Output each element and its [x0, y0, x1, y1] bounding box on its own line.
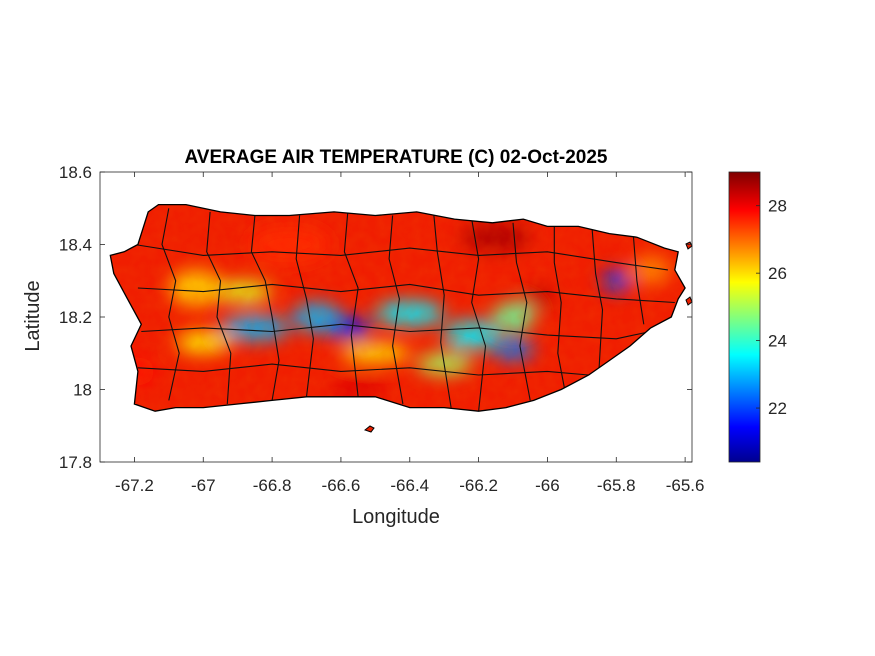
x-axis-label: Longitude — [352, 506, 440, 528]
municipality-boundary — [141, 323, 651, 340]
municipality-boundary — [134, 243, 668, 271]
y-tick-label: 18 — [73, 381, 92, 400]
municipality-boundary — [553, 226, 566, 390]
colorbar-tick-label: 22 — [768, 399, 787, 418]
chart-title: AVERAGE AIR TEMPERATURE (C) 02-Oct-2025 — [185, 147, 608, 168]
x-tick-label: -66 — [535, 476, 560, 495]
x-tick-label: -67.2 — [115, 476, 154, 495]
y-axis-ticks: 17.8 18 18.2 18.4 18.6 — [59, 163, 692, 472]
municipality-boundary — [591, 229, 604, 368]
x-tick-label: -65.8 — [597, 476, 636, 495]
x-axis-ticks: -67.2 -67 -66.8 -66.6 -66.4 -66.2 -66 -65.8 -65.… — [115, 172, 704, 495]
colorbar-tick-label: 24 — [768, 332, 787, 351]
y-tick-label: 17.8 — [59, 453, 92, 472]
municipality-boundary — [512, 222, 531, 401]
y-axis-label: Latitude — [22, 280, 44, 351]
x-tick-label: -66.2 — [459, 476, 498, 495]
municipality-boundary — [295, 215, 314, 397]
municipality-boundary — [632, 237, 645, 325]
x-tick-label: -66.8 — [253, 476, 292, 495]
municipality-boundary — [433, 215, 452, 408]
small-island-caja-de-muertos — [363, 425, 375, 433]
municipality-boundary — [137, 363, 589, 376]
y-tick-label: 18.4 — [59, 236, 92, 255]
x-tick-label: -65.6 — [666, 476, 705, 495]
colorbar — [728, 171, 761, 463]
municipality-boundary — [137, 283, 675, 304]
municipality-boundary — [206, 211, 232, 405]
y-tick-label: 18.6 — [59, 163, 92, 182]
x-tick-label: -67 — [191, 476, 216, 495]
municipality-boundary — [343, 211, 359, 397]
municipality-boundary — [161, 208, 180, 401]
y-tick-label: 18.2 — [59, 308, 92, 327]
municipality-boundary — [471, 219, 487, 412]
colorbar-ticks: 22 24 26 28 — [756, 197, 787, 418]
municipality-boundary — [388, 215, 404, 405]
municipality-boundaries — [134, 208, 675, 412]
island-coastline — [109, 203, 686, 412]
municipality-boundary — [250, 215, 280, 401]
colorbar-tick-label: 26 — [768, 264, 787, 283]
colorbar-tick-label: 28 — [768, 197, 787, 216]
x-tick-label: -66.4 — [390, 476, 429, 495]
x-tick-label: -66.6 — [322, 476, 361, 495]
